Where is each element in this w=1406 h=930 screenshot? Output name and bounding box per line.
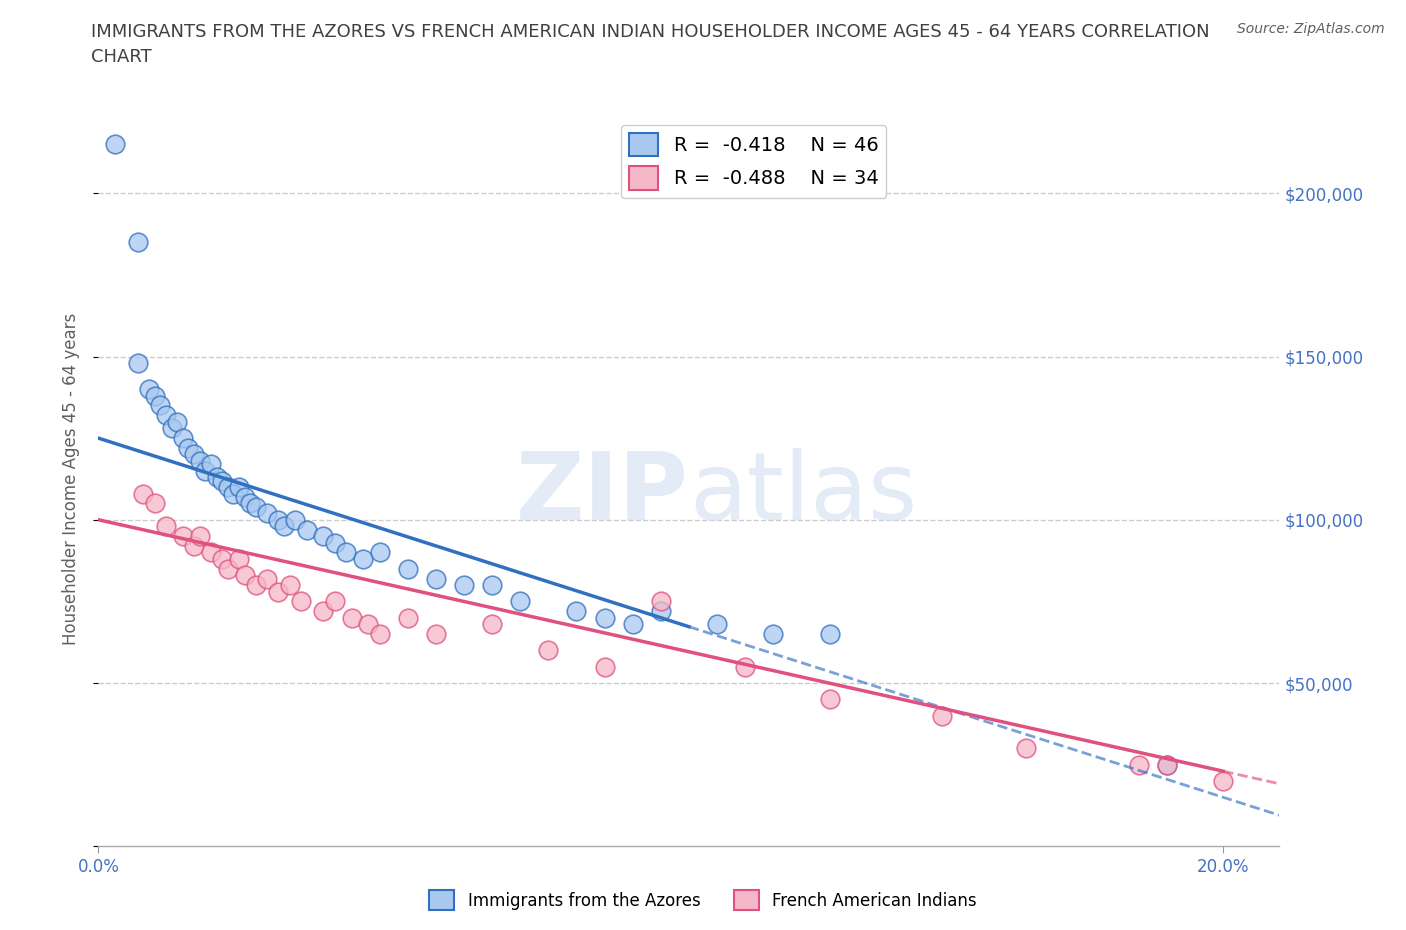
Point	[481, 578, 503, 592]
Point	[166, 415, 188, 430]
Point	[1015, 741, 1038, 756]
Y-axis label: Householder Income Ages 45 - 64 years: Householder Income Ages 45 - 64 years	[62, 312, 80, 645]
Point	[762, 627, 785, 642]
Point	[323, 594, 346, 609]
Point	[143, 496, 166, 511]
Point	[290, 594, 312, 609]
Point	[233, 489, 256, 504]
Legend: Immigrants from the Azores, French American Indians: Immigrants from the Azores, French Ameri…	[423, 884, 983, 917]
Point	[278, 578, 301, 592]
Point	[188, 528, 211, 543]
Point	[256, 506, 278, 521]
Point	[273, 519, 295, 534]
Point	[537, 643, 560, 658]
Point	[368, 627, 391, 642]
Point	[188, 454, 211, 469]
Point	[177, 441, 200, 456]
Point	[312, 528, 335, 543]
Point	[200, 545, 222, 560]
Point	[245, 499, 267, 514]
Point	[200, 457, 222, 472]
Point	[593, 659, 616, 674]
Point	[233, 568, 256, 583]
Point	[155, 408, 177, 423]
Point	[217, 480, 239, 495]
Point	[818, 627, 841, 642]
Text: Source: ZipAtlas.com: Source: ZipAtlas.com	[1237, 21, 1385, 35]
Point	[194, 463, 217, 478]
Point	[425, 571, 447, 586]
Point	[138, 381, 160, 396]
Point	[127, 234, 149, 249]
Point	[818, 692, 841, 707]
Point	[267, 512, 290, 527]
Point	[217, 562, 239, 577]
Point	[706, 617, 728, 631]
Point	[650, 604, 672, 618]
Point	[481, 617, 503, 631]
Point	[222, 486, 245, 501]
Point	[183, 538, 205, 553]
Legend: R =  -0.418    N = 46, R =  -0.488    N = 34: R = -0.418 N = 46, R = -0.488 N = 34	[621, 125, 886, 198]
Point	[228, 551, 250, 566]
Point	[312, 604, 335, 618]
Point	[396, 610, 419, 625]
Point	[127, 355, 149, 370]
Point	[172, 528, 194, 543]
Point	[211, 551, 233, 566]
Point	[1128, 757, 1150, 772]
Point	[295, 522, 318, 537]
Point	[425, 627, 447, 642]
Point	[172, 431, 194, 445]
Point	[239, 496, 262, 511]
Point	[931, 709, 953, 724]
Point	[284, 512, 307, 527]
Point	[211, 473, 233, 488]
Point	[160, 421, 183, 436]
Point	[396, 562, 419, 577]
Point	[368, 545, 391, 560]
Point	[149, 398, 172, 413]
Point	[734, 659, 756, 674]
Point	[1212, 774, 1234, 789]
Point	[256, 571, 278, 586]
Point	[205, 470, 228, 485]
Text: atlas: atlas	[689, 447, 917, 539]
Point	[245, 578, 267, 592]
Point	[183, 447, 205, 462]
Point	[267, 584, 290, 599]
Point	[1156, 757, 1178, 772]
Point	[621, 617, 644, 631]
Point	[155, 519, 177, 534]
Point	[335, 545, 357, 560]
Point	[357, 617, 380, 631]
Point	[453, 578, 475, 592]
Point	[323, 535, 346, 550]
Text: IMMIGRANTS FROM THE AZORES VS FRENCH AMERICAN INDIAN HOUSEHOLDER INCOME AGES 45 : IMMIGRANTS FROM THE AZORES VS FRENCH AME…	[91, 23, 1211, 66]
Point	[132, 486, 155, 501]
Point	[228, 480, 250, 495]
Point	[1156, 757, 1178, 772]
Point	[565, 604, 588, 618]
Text: ZIP: ZIP	[516, 447, 689, 539]
Point	[352, 551, 374, 566]
Point	[340, 610, 363, 625]
Point	[593, 610, 616, 625]
Point	[509, 594, 531, 609]
Point	[650, 594, 672, 609]
Point	[143, 388, 166, 403]
Point	[104, 137, 127, 152]
